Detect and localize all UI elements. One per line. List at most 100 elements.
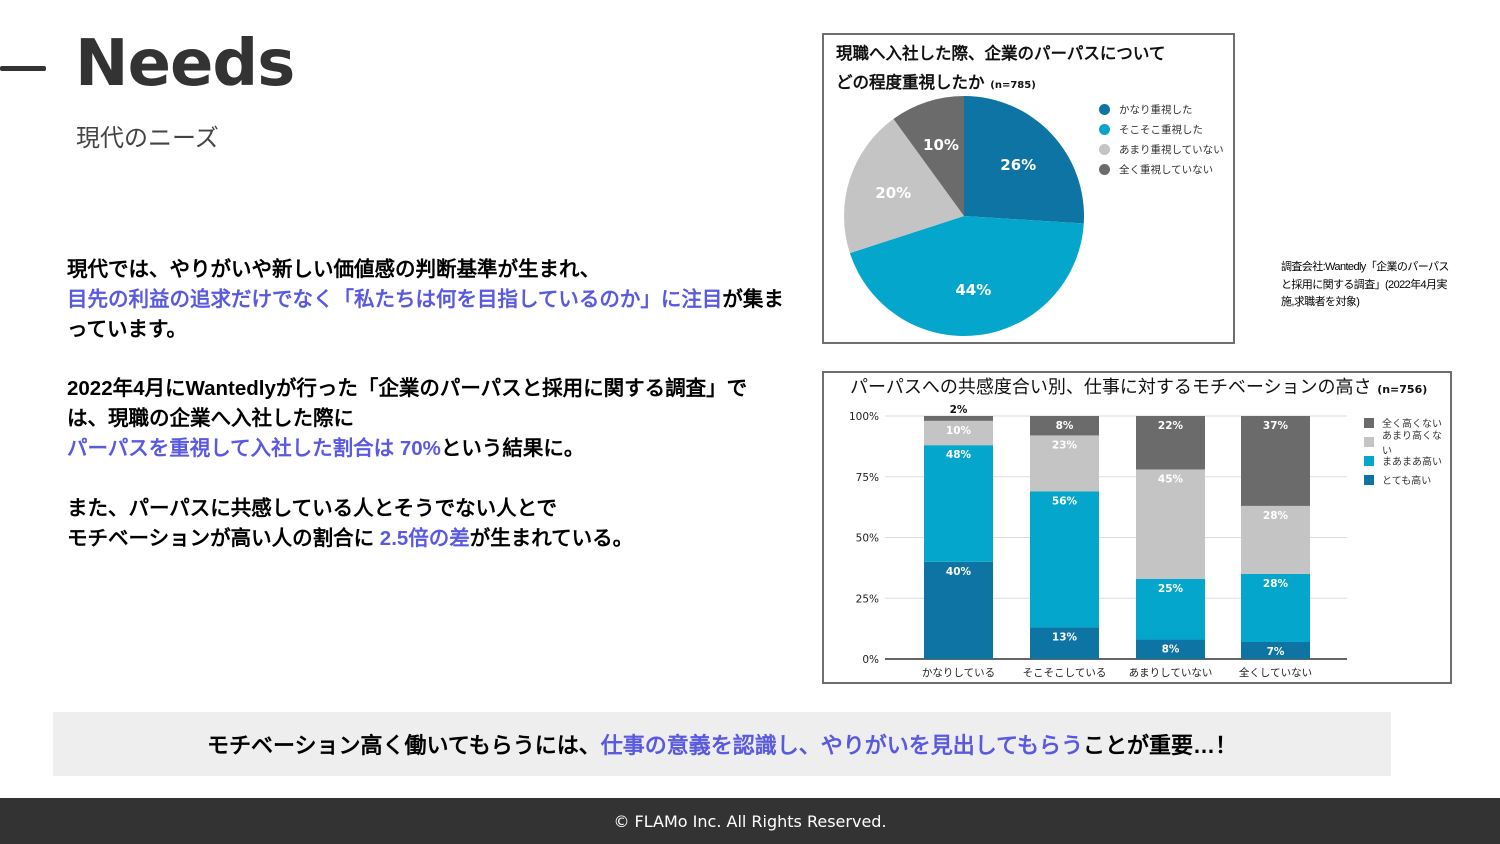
bar-segment [1241, 641, 1310, 659]
bar-segment [924, 445, 993, 562]
page-subtitle: 現代のニーズ [76, 124, 219, 152]
key-message-callout: モチベーション高く働いてもらうには、 仕事の意義を認識し、やりがいを見出してもらう… [53, 712, 1391, 776]
legend-square-icon [1364, 436, 1374, 447]
legend-label: かなり重視した [1119, 103, 1193, 116]
bar-segment [1030, 416, 1099, 436]
y-tick-label: 50% [856, 533, 879, 545]
y-tick-label: 0% [862, 654, 879, 666]
y-tick-label: 25% [856, 593, 879, 605]
legend-square-icon [1364, 455, 1374, 466]
bar-segment [924, 420, 993, 446]
title-rule [0, 66, 46, 71]
legend-dot-icon [1099, 143, 1110, 155]
bar-segment [1030, 627, 1099, 659]
pie-chart-purpose-importance: 現職へ入社した際、企業のパーパスについて どの程度重視したか (n=785) 2… [822, 33, 1235, 344]
x-tick-label: そこそこしている [1023, 667, 1107, 679]
bar-segment-label: 28% [1263, 578, 1289, 590]
bar-segment [1030, 491, 1099, 628]
legend-dot-icon [1099, 163, 1110, 175]
pie-plot: 26% 44% 20% 10% [844, 96, 1084, 337]
bar-segment [1136, 639, 1205, 659]
bar-segment-label: 13% [1052, 631, 1078, 643]
pie-slice-label: 44% [955, 281, 991, 299]
pie-legend-item: そこそこ重視した [1099, 119, 1224, 139]
paragraph-survey-line1: 2022年4月にWantedlyが行った「企業のパーパスと採用に関する調査」では… [67, 377, 748, 430]
callout-pre: モチベーション高く働いてもらうには、 [206, 733, 601, 758]
bar-segment [1136, 469, 1205, 579]
paragraph-gap-line1: また、パーパスに共感している人とそうでない人とで [67, 497, 557, 520]
pie-legend-item: あまり重視していない [1099, 139, 1224, 159]
bar-sample-size: (n=756) [1377, 383, 1428, 396]
paragraph-gap-highlight: 2.5倍の差 [379, 527, 470, 550]
bar-segment-label: 8% [1056, 420, 1074, 432]
pie-legend-item: かなり重視した [1099, 99, 1224, 119]
callout-post: ことが重要…！ [1083, 733, 1238, 758]
footer: © FLAMo Inc. All Rights Reserved. [0, 798, 1500, 844]
paragraph-intro-tail: が集まっています。 [67, 288, 784, 341]
bar-segment [924, 561, 993, 659]
page-title: Needs [75, 27, 295, 101]
bar-chart-title: パーパスへの共感度合い別、仕事に対するモチベーションの高さ (n=756) [850, 377, 1428, 398]
source-note: 調査会社:Wantedly「企業のパーパスと採用に関する調査」(2022年4月実… [1281, 261, 1449, 308]
legend-square-icon [1364, 417, 1374, 428]
callout-highlight: 仕事の意義を認識し、やりがいを見出してもらう [600, 733, 1084, 758]
bar-segment-label: 56% [1052, 495, 1078, 507]
pie-slice-label: 26% [1000, 156, 1036, 174]
paragraph-survey-tail: という結果に。 [440, 437, 585, 460]
x-tick-label: 全くしていない [1239, 666, 1312, 679]
bar-legend: 全く高くない あまり高くない まあまあ高い とても高い [1364, 413, 1450, 489]
bar-segment [1241, 573, 1310, 642]
y-tick-label: 75% [856, 472, 879, 484]
bar-plot: 0% 25% 50% 75% 100% 40% 48% 10% 2% かなりしている 13% 56% 2… [849, 404, 1347, 679]
bar-segment-label: 25% [1158, 583, 1184, 595]
legend-label: 全く重視していない [1119, 163, 1214, 176]
paragraph-survey-highlight: パーパスを重視して入社した割合は 70% [67, 437, 441, 460]
bar-segment-label: 45% [1158, 473, 1184, 485]
bar-segment-label: 10% [946, 425, 972, 437]
paragraph-survey: 2022年4月にWantedlyが行った「企業のパーパスと採用に関する調査」では… [67, 374, 787, 464]
pie-legend: かなり重視した そこそこ重視したあまり重視していない 全く重視していない [1099, 99, 1224, 179]
x-tick-label: かなりしている [922, 667, 995, 679]
paragraph-gap: また、パーパスに共感している人とそうでない人とで モチベーションが高い人の割合に… [67, 494, 787, 554]
paragraph-gap-tail: が生まれている。 [469, 527, 634, 550]
bar-chart-motivation: 0% 25% 50% 75% 100% 40% 48% 10% 2% かなりしている 13% 56% 2… [822, 371, 1452, 684]
bar-segment [1136, 578, 1205, 640]
pie-slice-label: 20% [875, 184, 911, 202]
copyright-text: © FLAMo Inc. All Rights Reserved. [613, 811, 887, 831]
bar-segment [1136, 416, 1205, 470]
bar-legend-item: 全く高くない [1364, 413, 1450, 432]
pie-slice [844, 118, 964, 254]
bar-segment [1241, 505, 1310, 574]
legend-dot-icon [1099, 123, 1110, 135]
pie-slice [893, 96, 964, 216]
bar-segment-label: 28% [1263, 510, 1289, 522]
pie-sample-size: (n=785) [990, 80, 1036, 91]
bar-segment-label: 8% [1162, 644, 1180, 656]
pie-chart-title: 現職へ入社した際、企業のパーパスについて どの程度重視したか (n=785) [836, 44, 1166, 92]
legend-dot-icon [1099, 103, 1110, 115]
legend-label: そこそこ重視した [1119, 123, 1203, 136]
legend-label: とても高い [1382, 476, 1432, 487]
paragraph-intro-line1: 現代では、やりがいや新しい価値感の判断基準が生まれ、 [67, 258, 601, 281]
legend-label: 全く高くない [1382, 419, 1442, 430]
pie-slice [849, 216, 1084, 337]
bar-segment-label: 23% [1052, 439, 1078, 451]
bar-segment-label: 37% [1263, 420, 1289, 432]
bar-segment-label: 2% [950, 404, 968, 416]
paragraph-intro: 現代では、やりがいや新しい価値感の判断基準が生まれ、 目先の利益の追求だけでなく… [67, 255, 787, 345]
bar-segment-label: 40% [946, 566, 972, 578]
legend-label: あまり重視していない [1119, 143, 1224, 156]
bar-segment [1241, 416, 1310, 506]
paragraph-gap-pre: モチベーションが高い人の割合に [67, 527, 380, 550]
legend-square-icon [1364, 474, 1374, 485]
bar-segment [1030, 435, 1099, 492]
bar-legend-item: とても高い [1364, 470, 1450, 489]
bar-legend-item: まあまあ高い [1364, 451, 1450, 470]
legend-label: まあまあ高い [1382, 457, 1442, 468]
bar-segment-label: 48% [946, 449, 972, 461]
y-tick-label: 100% [849, 411, 879, 423]
bar-segment-label: 7% [1267, 646, 1285, 658]
bar-segment-label: 22% [1158, 420, 1184, 432]
bar-legend-item: あまり高くない [1364, 431, 1450, 457]
bar-segment [924, 416, 993, 421]
